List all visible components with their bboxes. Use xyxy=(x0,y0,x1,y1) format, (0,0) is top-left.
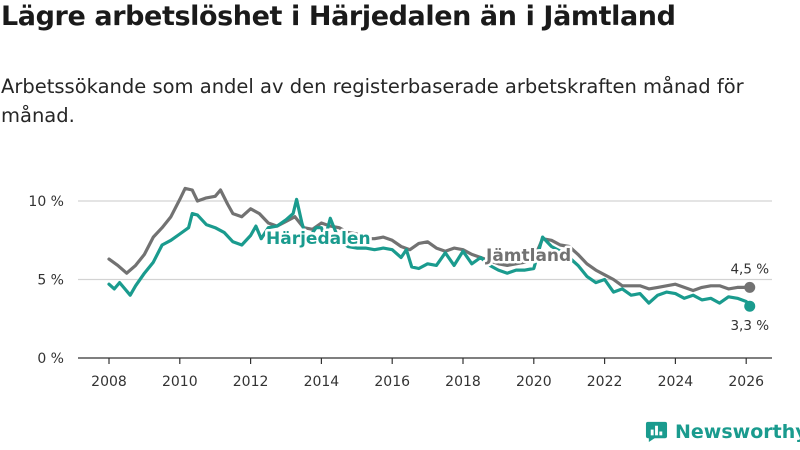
x-tick-label: 2018 xyxy=(445,374,481,390)
series-label-harjedalen: Härjedalen xyxy=(266,229,371,249)
end-marker-jamtland xyxy=(744,281,756,293)
chart-title: Lägre arbetslöshet i Härjedalen än i Jäm… xyxy=(1,1,676,32)
series-lines xyxy=(107,186,752,308)
y-tick-label: 0 % xyxy=(37,351,64,367)
x-tick-label: 2020 xyxy=(516,374,552,390)
chart-subtitle: Arbetssökande som andel av den registerb… xyxy=(1,75,744,127)
newsworthy-logo-icon xyxy=(645,421,668,443)
series-label-jamtland: Jämtland xyxy=(485,246,571,266)
brand-name: Newsworthy xyxy=(675,420,800,443)
y-tick-label: 5 % xyxy=(37,273,64,289)
brand-logo[interactable]: Newsworthy xyxy=(645,420,800,443)
series-labels: Härjedalen Jämtland xyxy=(264,227,574,269)
end-label-jamtland: 4,5 % xyxy=(730,261,769,277)
x-tick-label: 2012 xyxy=(233,374,269,390)
y-axis-labels: 0 % 5 % 10 % xyxy=(28,194,64,367)
x-tick-label: 2022 xyxy=(587,374,623,390)
x-tick-label: 2024 xyxy=(658,374,694,390)
end-label-harjedalen: 3,3 % xyxy=(730,318,769,334)
x-tick-label: 2014 xyxy=(304,374,340,390)
series-line-harjedalen xyxy=(107,197,752,308)
end-markers: 4,5 % 3,3 % xyxy=(730,261,769,334)
x-tick-label: 2010 xyxy=(162,374,198,390)
end-marker-harjedalen xyxy=(744,300,756,312)
x-tick-label: 2008 xyxy=(91,374,127,390)
gridlines xyxy=(78,200,772,281)
y-tick-label: 10 % xyxy=(28,194,64,210)
x-tick-label: 2026 xyxy=(728,374,764,390)
series-line-jamtland xyxy=(107,186,752,293)
x-tick-label: 2016 xyxy=(374,374,410,390)
x-axis: 2008 2010 2012 2014 2016 2018 2020 2022 2024 2026 xyxy=(78,357,772,390)
